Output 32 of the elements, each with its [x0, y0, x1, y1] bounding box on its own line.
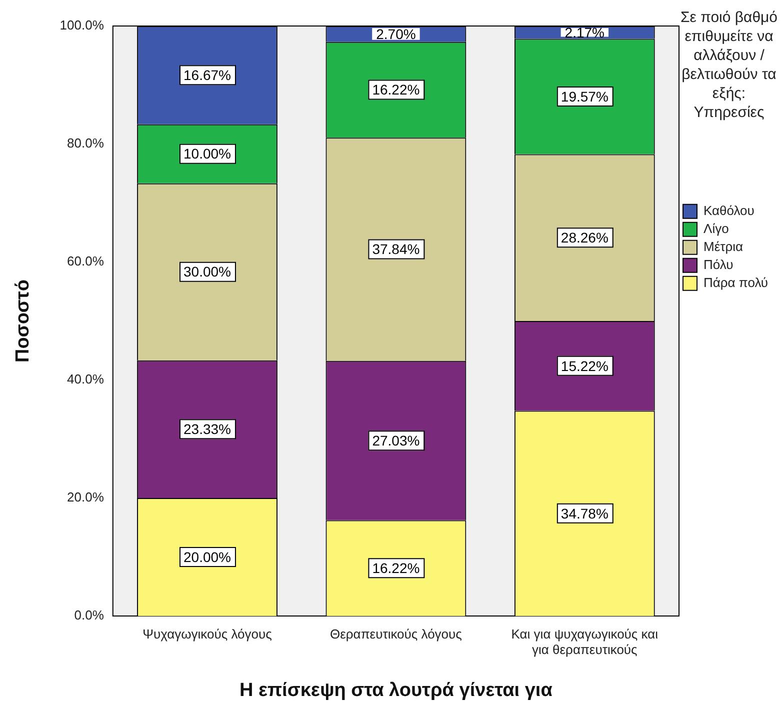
- y-tick-label: 80.0%: [67, 136, 104, 151]
- data-label: 28.26%: [560, 229, 608, 246]
- data-label: 2.70%: [376, 26, 416, 42]
- data-label: 15.22%: [560, 358, 608, 374]
- data-label: 30.00%: [184, 264, 231, 280]
- data-label: 27.03%: [372, 432, 420, 448]
- data-label: 19.57%: [560, 88, 608, 104]
- x-tick-label: Και για ψυχαγωγικούς και για θεραπευτικούς: [511, 626, 658, 657]
- legend-label: Πόλυ: [704, 256, 734, 272]
- data-label: 16.22%: [372, 560, 420, 576]
- y-tick-label: 100.0%: [60, 18, 104, 33]
- legend-label: Καθόλου: [704, 202, 754, 218]
- data-label: 23.33%: [184, 421, 231, 438]
- y-tick-label: 60.0%: [67, 254, 104, 269]
- x-tick-label: Θεραπευτικούς λόγους: [330, 626, 462, 642]
- data-label: 10.00%: [184, 146, 231, 162]
- y-tick-label: 0.0%: [74, 608, 104, 623]
- legend-label: Πάρα πολύ: [704, 274, 768, 290]
- data-label: 37.84%: [372, 241, 420, 258]
- data-label: 20.00%: [184, 548, 231, 565]
- y-tick-label: 20.0%: [67, 490, 104, 505]
- data-label: 16.22%: [372, 82, 420, 98]
- data-label: 34.78%: [560, 505, 608, 522]
- legend-title: Σε ποιό βαθμό επιθυμείτε να αλλάξουν / βελτιωθούν τα εξής: Υπηρεσίες: [679, 8, 779, 122]
- y-axis-title: Ποσοστό: [12, 279, 34, 363]
- x-tick-label: Ψυχαγωγικούς λόγους: [142, 626, 272, 642]
- legend-label: Μέτρια: [704, 238, 744, 254]
- data-label: 2.17%: [564, 24, 605, 40]
- data-label: 16.67%: [184, 67, 231, 84]
- x-axis-title: Η επίσκεψη στα λουτρά γίνεται για: [239, 680, 553, 701]
- y-tick-label: 40.0%: [67, 372, 104, 387]
- legend-label: Λίγο: [704, 220, 729, 236]
